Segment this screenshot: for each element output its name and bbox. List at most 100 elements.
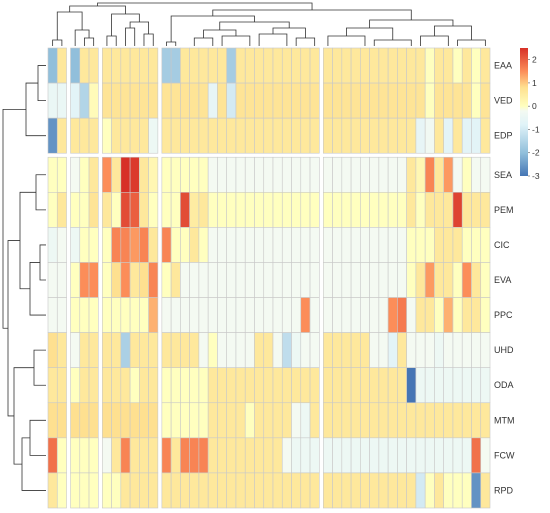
heatmap-cell: [79, 47, 90, 84]
heatmap-cell: [281, 437, 292, 474]
heatmap-cell: [180, 156, 190, 193]
heatmap-cell: [360, 117, 370, 154]
dendrogram-link: [29, 419, 46, 456]
heatmap-cell: [180, 332, 190, 368]
row-labels: EAA VED EDP SEA PEM CIC EVA PPC UHD ODA MTM FCW RPD: [494, 61, 515, 496]
heatmap-cell: [452, 117, 463, 154]
heatmap-cell: [217, 156, 227, 193]
heatmap-cell: [161, 472, 172, 509]
heatmap-cell: [443, 332, 454, 368]
heatmap-cell: [88, 47, 99, 84]
heatmap-cell: [235, 262, 246, 298]
heatmap-cell: [309, 262, 320, 298]
heatmap-cell: [281, 47, 292, 84]
heatmap-cell: [148, 192, 159, 228]
heatmap-cell: [170, 402, 181, 439]
dendrogram-link: [373, 39, 412, 46]
heatmap-cell: [217, 332, 227, 368]
heatmap-cell: [461, 82, 472, 119]
heatmap-cell: [300, 437, 311, 474]
heatmap-cell: [387, 472, 398, 509]
heatmap-cell: [369, 192, 380, 228]
heatmap-cell: [471, 367, 482, 404]
heatmap-cell: [70, 156, 81, 193]
heatmap-cell: [111, 117, 122, 154]
heatmap-cell: [161, 82, 172, 119]
heatmap-cell: [79, 297, 90, 333]
heatmap-cell: [461, 472, 472, 509]
heatmap-cell: [235, 227, 246, 263]
heatmap-cell: [189, 47, 200, 84]
heatmap-cell: [189, 227, 200, 263]
heatmap-cell: [397, 192, 407, 228]
heatmap-cell: [406, 262, 417, 298]
heatmap-cell: [300, 227, 311, 263]
heatmap-cell: [341, 47, 352, 84]
heatmap-cell: [378, 472, 389, 509]
heatmap-cell: [471, 402, 482, 439]
heatmap-cell: [226, 297, 237, 333]
row-label: MTM: [494, 415, 515, 425]
heatmap-cell: [102, 437, 112, 474]
heatmap-cell: [350, 402, 361, 439]
heatmap-cell: [263, 262, 274, 298]
heatmap-cell: [226, 262, 237, 298]
heatmap-cell: [480, 82, 491, 119]
heatmap-cell: [226, 192, 237, 228]
heatmap-cell: [415, 192, 426, 228]
dendrogram-link: [346, 27, 394, 40]
heatmap-cell: [424, 47, 435, 84]
heatmap-cell: [102, 367, 112, 404]
legend-tick-label: -2: [532, 148, 540, 158]
heatmap-cell: [415, 47, 426, 84]
heatmap-cell: [415, 367, 426, 404]
heatmap-cell: [461, 262, 472, 298]
heatmap-cell: [88, 472, 99, 509]
heatmap-cell: [415, 262, 426, 298]
heatmap-cell: [452, 472, 463, 509]
heatmap-cell: [378, 192, 389, 228]
heatmap-cell: [309, 192, 320, 228]
heatmap-cell: [350, 156, 361, 193]
heatmap-cell: [217, 192, 227, 228]
heatmap-cell: [70, 227, 81, 263]
heatmap-cell: [378, 262, 389, 298]
heatmap-cell: [332, 117, 343, 154]
row-dendrogram: [2, 65, 46, 491]
heatmap-cell: [226, 117, 237, 154]
heatmap-cell: [139, 47, 149, 84]
heatmap-cell: [207, 402, 218, 439]
heatmap-cell: [244, 117, 255, 154]
heatmap-cell: [161, 297, 172, 333]
dendrogram-link: [106, 35, 117, 46]
dendrogram-link: [13, 367, 34, 465]
heatmap-cell: [471, 472, 482, 509]
heatmap-cell: [387, 437, 398, 474]
heatmap-cell: [332, 82, 343, 119]
heatmap-cell: [272, 47, 283, 84]
heatmap-cell: [139, 192, 149, 228]
heatmap-cell: [129, 192, 140, 228]
heatmap-cell: [79, 367, 90, 404]
heatmap-cell: [387, 332, 398, 368]
heatmap-cell: [189, 156, 200, 193]
heatmap-cell: [322, 82, 333, 119]
heatmap-cell: [471, 227, 482, 263]
heatmap-cell: [461, 332, 472, 368]
heatmap-cell: [111, 262, 122, 298]
heatmap-cell: [360, 472, 370, 509]
heatmap-cell: [424, 437, 435, 474]
heatmap-cell: [88, 402, 99, 439]
heatmap-cell: [217, 117, 227, 154]
heatmap-cell: [244, 227, 255, 263]
heatmap-cell: [369, 227, 380, 263]
heatmap-cell: [434, 332, 444, 368]
heatmap-cell: [235, 192, 246, 228]
heatmap-cell: [406, 117, 417, 154]
heatmap-cell: [170, 472, 181, 509]
heatmap-cell: [452, 367, 463, 404]
heatmap-cell: [322, 402, 333, 439]
heatmap-cell: [272, 472, 283, 509]
dendrogram-link: [69, 5, 126, 14]
